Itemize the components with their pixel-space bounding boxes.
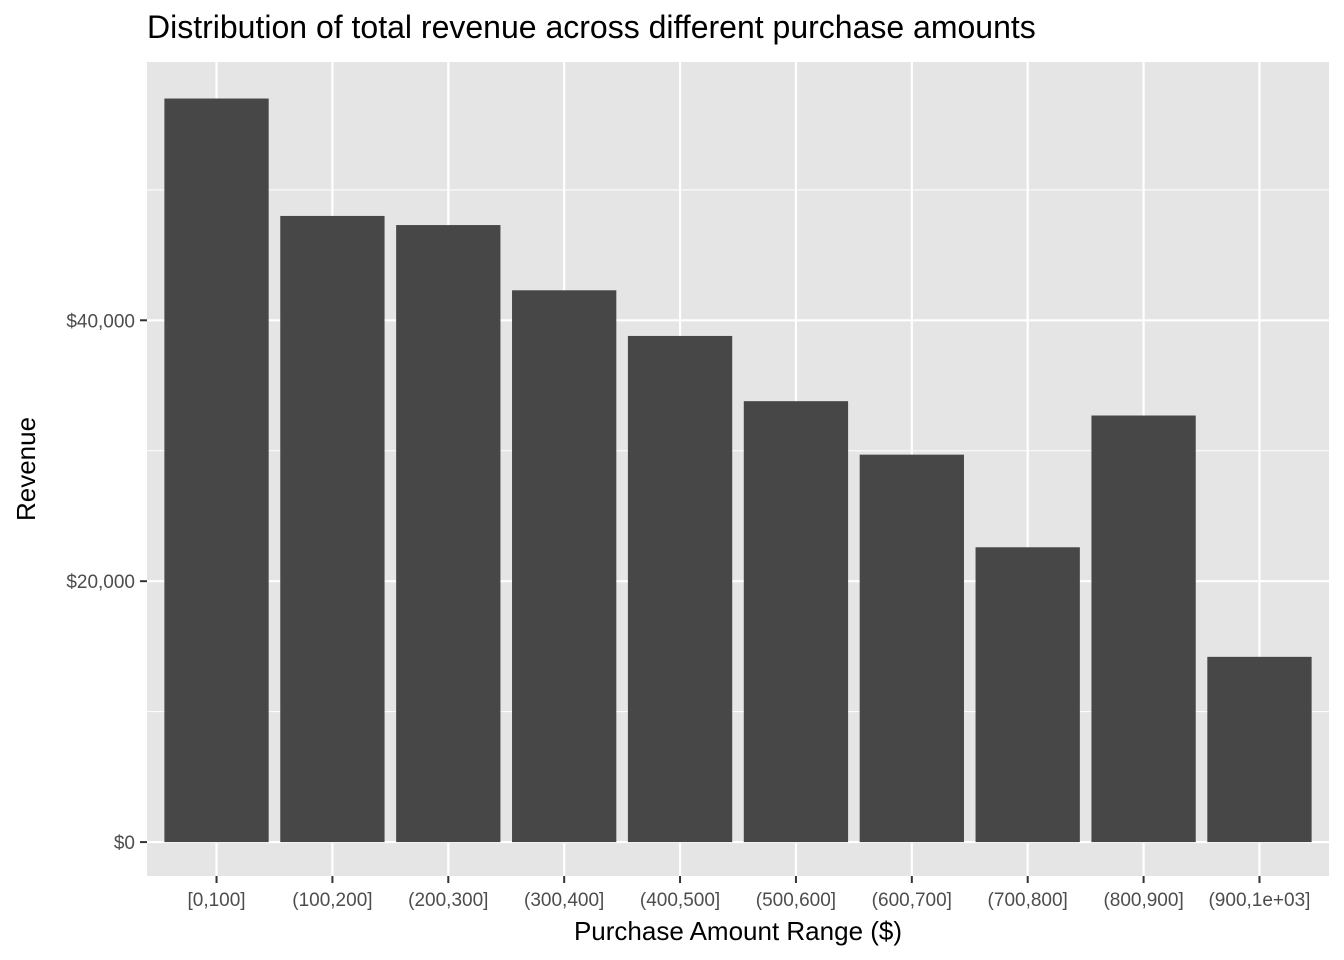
bar-6: [743, 401, 849, 843]
bar-2: [280, 215, 385, 843]
x-tick-label: (100,200]: [292, 890, 372, 911]
x-tick-label: (900,1e+03]: [1208, 890, 1310, 911]
x-tick-label: (500,600]: [756, 890, 836, 911]
x-tick-label: (700,800]: [988, 890, 1068, 911]
y-tick-label: $20,000: [66, 572, 135, 593]
x-tick-label: (800,900]: [1103, 890, 1183, 911]
bar-7: [859, 454, 964, 843]
bar-8: [975, 547, 1080, 843]
bar-9: [1091, 415, 1196, 843]
bars: [164, 98, 1312, 843]
chart-title: Distribution of total revenue across dif…: [147, 9, 1036, 45]
y-tick-label: $40,000: [66, 311, 135, 332]
x-axis-title: Purchase Amount Range ($): [574, 916, 902, 946]
x-tick-label: [0,100]: [187, 890, 245, 911]
bar-3: [396, 225, 501, 843]
bar-5: [627, 335, 733, 843]
bar-1: [164, 98, 269, 843]
x-tick-label: (200,300]: [408, 890, 488, 911]
y-tick-label: $0: [114, 833, 135, 854]
bar-4: [512, 290, 617, 843]
x-tick-label: (400,500]: [640, 890, 720, 911]
x-tick-label: (300,400]: [524, 890, 604, 911]
y-axis: $0 $20,000 $40,000: [66, 311, 147, 854]
x-tick-label: (600,700]: [872, 890, 952, 911]
y-axis-title: Revenue: [11, 417, 41, 521]
x-axis: [0,100] (100,200] (200,300] (300,400] (400,5…: [187, 876, 1310, 911]
bar-10: [1207, 656, 1312, 843]
